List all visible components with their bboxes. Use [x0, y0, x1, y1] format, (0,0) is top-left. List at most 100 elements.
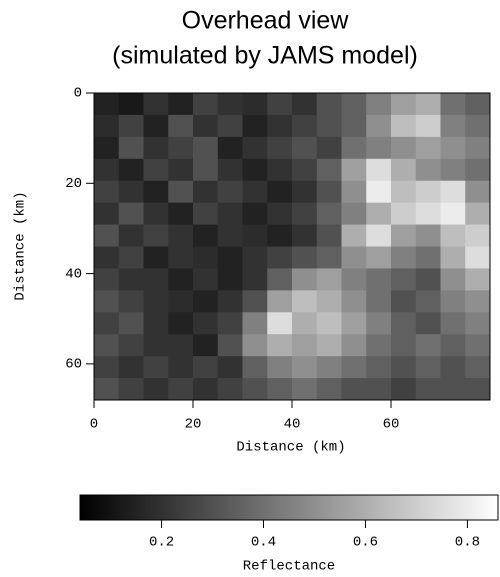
heatmap-cell — [391, 93, 417, 116]
heatmap-cell — [217, 246, 243, 269]
heatmap-cell — [193, 268, 219, 291]
heatmap-cell — [292, 312, 318, 335]
heatmap-cell — [465, 378, 491, 401]
heatmap-cell — [217, 180, 243, 204]
heatmap-cell — [366, 334, 392, 357]
heatmap-cell — [267, 290, 293, 313]
heatmap-cell — [193, 378, 219, 401]
heatmap-cell — [118, 158, 144, 182]
heatmap-cell — [168, 93, 194, 116]
heatmap-cell — [267, 93, 293, 116]
heatmap-cell — [242, 224, 268, 247]
heatmap-cell — [143, 312, 169, 335]
heatmap-cell — [391, 246, 417, 269]
heatmap-cell — [391, 180, 417, 204]
heatmap-cell — [193, 312, 219, 335]
colorbar-tick-label: 0.4 — [251, 535, 276, 551]
heatmap-cell — [242, 114, 268, 138]
heatmap-cell — [292, 180, 318, 204]
heatmap-cell — [292, 290, 318, 313]
heatmap-cell — [168, 114, 194, 138]
heatmap-cell — [193, 224, 219, 247]
heatmap-cell — [242, 378, 268, 401]
heatmap-cell — [316, 246, 342, 269]
heatmap-cell — [440, 180, 466, 204]
colorbar-tick-label: 0.6 — [353, 535, 378, 551]
heatmap-cell — [242, 246, 268, 269]
heatmap-cell — [193, 180, 219, 204]
heatmap-cell — [94, 268, 120, 291]
heatmap-cell — [391, 202, 417, 226]
heatmap-cell — [193, 290, 219, 313]
heatmap-cell — [193, 93, 219, 116]
heatmap-cell — [440, 202, 466, 226]
heatmap-cell — [465, 136, 491, 160]
heatmap-cell — [465, 312, 491, 335]
heatmap-cell — [143, 224, 169, 247]
heatmap-cell — [465, 114, 491, 138]
heatmap-cell — [193, 334, 219, 357]
heatmap-cell — [267, 246, 293, 269]
heatmap-cell — [440, 136, 466, 160]
heatmap-cell — [118, 268, 144, 291]
heatmap-cell — [118, 180, 144, 204]
heatmap-cell — [316, 93, 342, 116]
heatmap-cell — [168, 180, 194, 204]
heatmap-cell — [465, 356, 491, 379]
heatmap-cell — [391, 378, 417, 401]
heatmap-cell — [217, 378, 243, 401]
heatmap-cell — [242, 290, 268, 313]
heatmap-cell — [143, 93, 169, 116]
heatmap-cell — [316, 158, 342, 182]
heatmap-cell — [366, 93, 392, 116]
heatmap-cell — [94, 246, 120, 269]
heatmap-cell — [316, 312, 342, 335]
heatmap-cell — [242, 158, 268, 182]
heatmap-cell — [341, 334, 367, 357]
heatmap-cell — [267, 114, 293, 138]
heatmap-cell — [143, 290, 169, 313]
heatmap-cell — [94, 378, 120, 401]
heatmap-cell — [341, 202, 367, 226]
heatmap-cell — [193, 158, 219, 182]
heatmap-cell — [118, 202, 144, 226]
heatmap-cell — [143, 334, 169, 357]
heatmap-cell — [440, 334, 466, 357]
heatmap-cell — [143, 202, 169, 226]
x-tick-label: 0 — [90, 417, 98, 433]
heatmap-cell — [193, 114, 219, 138]
heatmap-cell — [316, 136, 342, 160]
chart-title: Overhead view — [182, 7, 350, 35]
heatmap-cell — [118, 356, 144, 379]
heatmap-cell — [118, 312, 144, 335]
heatmap-cell — [168, 378, 194, 401]
heatmap-cell — [415, 290, 441, 313]
heatmap-cell — [168, 158, 194, 182]
heatmap-cell — [366, 290, 392, 313]
heatmap-cell — [440, 114, 466, 138]
heatmap-cell — [440, 290, 466, 313]
heatmap-cell — [440, 93, 466, 116]
heatmap-cell — [391, 290, 417, 313]
heatmap-cell — [316, 334, 342, 357]
heatmap-cell — [366, 114, 392, 138]
heatmap-cell — [143, 246, 169, 269]
x-axis-label: Distance (km) — [236, 440, 345, 456]
heatmap-cell — [94, 114, 120, 138]
heatmap-cell — [292, 224, 318, 247]
heatmap-cell — [415, 158, 441, 182]
heatmap-cell — [316, 202, 342, 226]
heatmap-cell — [465, 334, 491, 357]
heatmap-cell — [292, 136, 318, 160]
heatmap-cell — [440, 158, 466, 182]
heatmap-cell — [143, 356, 169, 379]
y-tick-label: 40 — [65, 266, 82, 282]
heatmap-cell — [267, 378, 293, 401]
heatmap-cell — [242, 334, 268, 357]
heatmap-cell — [341, 312, 367, 335]
heatmap-cell — [217, 334, 243, 357]
heatmap-cell — [415, 136, 441, 160]
heatmap-cell — [118, 378, 144, 401]
heatmap-cell — [391, 312, 417, 335]
heatmap-cell — [193, 356, 219, 379]
